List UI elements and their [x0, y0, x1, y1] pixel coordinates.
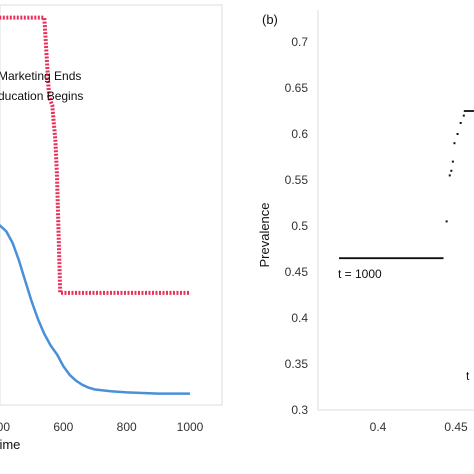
y-tick-label: 0.5 [291, 219, 308, 233]
data-point [453, 142, 456, 145]
y-tick-label: 0.65 [285, 81, 309, 95]
y-tick-label: 0.45 [285, 265, 309, 279]
panel-b-y-ticks: 0.3 0.35 0.4 0.45 0.5 0.55 0.6 0.65 0.7 [285, 35, 309, 417]
data-point [462, 114, 465, 117]
annotation-t: t [466, 369, 470, 383]
panel-a-frame [0, 4, 223, 406]
panel-a-series [0, 15, 190, 395]
x-tick-label: 800 [117, 420, 137, 434]
x-tick-label: 0.45 [444, 420, 468, 434]
annotation-t-1000: t = 1000 [338, 267, 382, 281]
data-point [445, 220, 448, 223]
annotation-education-begins: Education Begins [0, 89, 83, 103]
y-tick-label: 0.55 [285, 173, 309, 187]
panel-a-x-axis-label: Time [0, 437, 20, 452]
annotation-marketing-ends: Marketing Ends [0, 69, 81, 83]
panel-a-x-ticks: 400 600 800 1000 [0, 420, 204, 434]
panel-b-y-axis-label: Prevalence [257, 202, 272, 267]
panel-b-marks [339, 110, 474, 260]
data-point [456, 133, 459, 135]
x-tick-label: 0.4 [370, 420, 387, 434]
series-solid-line [0, 224, 190, 395]
panel-a: 400 600 800 1000 Marketing Ends Education B… [0, 4, 223, 452]
y-tick-label: 0.7 [291, 35, 308, 49]
y-tick-label: 0.35 [285, 357, 309, 371]
y-tick-label: 0.6 [291, 127, 308, 141]
panel-b-label: (b) [262, 12, 278, 27]
y-tick-label: 0.4 [291, 311, 308, 325]
data-point [451, 160, 454, 163]
data-point [459, 121, 462, 124]
x-tick-label: 1000 [177, 420, 204, 434]
x-tick-label: 600 [53, 420, 73, 434]
y-tick-label: 0.3 [291, 403, 308, 417]
panel-b: (b) 0.30.350.40.450.50.550.60.650.7 0.4 0… [257, 10, 474, 434]
series-dotted-line [0, 15, 190, 295]
panel-b-x-ticks: 0.4 0.45 [370, 420, 468, 434]
data-point [450, 169, 453, 172]
data-point [448, 174, 451, 177]
x-tick-label: 400 [0, 420, 10, 434]
